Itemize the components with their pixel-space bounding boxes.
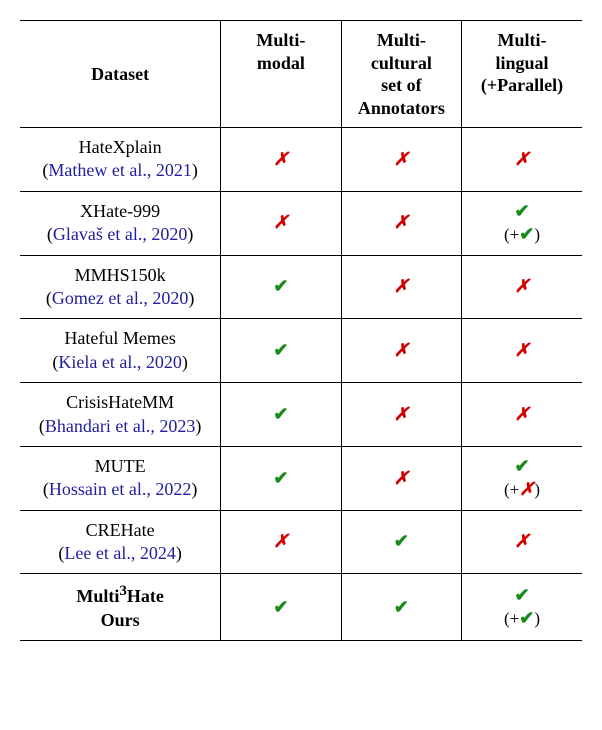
dataset-citation: Ours bbox=[26, 609, 214, 632]
multicultural-cell: ✗ bbox=[341, 446, 461, 510]
multilingual-cell: ✔(+✔) bbox=[462, 574, 582, 641]
check-icon: ✔ bbox=[519, 224, 534, 244]
header-multicultural: Multi-culturalset ofAnnotators bbox=[341, 21, 461, 128]
dataset-cell: XHate-999(Glavaš et al., 2020) bbox=[20, 191, 221, 255]
cross-icon: ✗ bbox=[394, 212, 409, 232]
multicultural-cell: ✗ bbox=[341, 383, 461, 447]
cross-icon: ✗ bbox=[273, 531, 288, 551]
multilingual-cell: ✗ bbox=[462, 510, 582, 574]
table-row: HateXplain(Mathew et al., 2021) ✗ ✗ ✗ bbox=[20, 128, 582, 192]
table-row: MUTE(Hossain et al., 2022)✔✗✔(+✗) bbox=[20, 446, 582, 510]
dataset-name: CrisisHateMM bbox=[26, 391, 214, 414]
dataset-citation: (Glavaš et al., 2020) bbox=[26, 223, 214, 246]
header-multilingual: Multi-lingual(+Parallel) bbox=[462, 21, 582, 128]
dataset-name: XHate-999 bbox=[26, 200, 214, 223]
dataset-name: Hateful Memes bbox=[26, 327, 214, 350]
check-icon: ✔ bbox=[514, 456, 529, 476]
dataset-name: HateXplain bbox=[26, 136, 214, 159]
dataset-citation: (Mathew et al., 2021) bbox=[26, 159, 214, 182]
header-dataset: Dataset bbox=[20, 21, 221, 128]
multicultural-cell: ✔ bbox=[341, 574, 461, 641]
cross-icon: ✗ bbox=[514, 531, 529, 551]
check-icon: ✔ bbox=[273, 276, 288, 296]
multilingual-cell: ✗ bbox=[462, 383, 582, 447]
check-icon: ✔ bbox=[394, 531, 409, 551]
dataset-cell: CREHate(Lee et al., 2024) bbox=[20, 510, 221, 574]
check-icon: ✔ bbox=[273, 597, 288, 617]
cross-icon: ✗ bbox=[394, 276, 409, 296]
multilingual-cell: ✗ bbox=[462, 255, 582, 319]
cross-icon: ✗ bbox=[273, 212, 288, 232]
cross-icon: ✗ bbox=[394, 149, 409, 169]
multimodal-cell: ✗ bbox=[221, 191, 341, 255]
multicultural-cell: ✗ bbox=[341, 319, 461, 383]
check-icon: ✔ bbox=[273, 468, 288, 488]
header-multimodal: Multi-modal bbox=[221, 21, 341, 128]
multimodal-cell: ✔ bbox=[221, 446, 341, 510]
table-row: XHate-999(Glavaš et al., 2020) ✗ ✗ ✔(+✔) bbox=[20, 191, 582, 255]
dataset-citation: (Gomez et al., 2020) bbox=[26, 287, 214, 310]
table-row: CREHate(Lee et al., 2024) ✗ ✔ ✗ bbox=[20, 510, 582, 574]
dataset-name: MUTE bbox=[26, 455, 214, 478]
table-row: MMHS150k(Gomez et al., 2020) ✔ ✗ ✗ bbox=[20, 255, 582, 319]
dataset-citation: (Lee et al., 2024) bbox=[26, 542, 214, 565]
dataset-cell: Hateful Memes(Kiela et al., 2020) bbox=[20, 319, 221, 383]
cross-icon: ✗ bbox=[273, 149, 288, 169]
comparison-table: Dataset Multi-modal Multi-culturalset of… bbox=[20, 20, 582, 641]
check-icon: ✔ bbox=[519, 608, 534, 628]
cross-icon: ✗ bbox=[514, 404, 529, 424]
table-body: HateXplain(Mathew et al., 2021)✗✗✗XHate-… bbox=[20, 128, 582, 641]
multimodal-cell: ✔ bbox=[221, 574, 341, 641]
table-row: Multi3HateOurs✔✔✔(+✔) bbox=[20, 574, 582, 641]
multicultural-cell: ✗ bbox=[341, 128, 461, 192]
cross-icon: ✗ bbox=[394, 404, 409, 424]
check-icon: ✔ bbox=[273, 404, 288, 424]
multilingual-cell: ✗ bbox=[462, 128, 582, 192]
table-row: Hateful Memes(Kiela et al., 2020) ✔ ✗ ✗ bbox=[20, 319, 582, 383]
multilingual-cell: ✔(+✔) bbox=[462, 191, 582, 255]
multicultural-cell: ✗ bbox=[341, 255, 461, 319]
dataset-name: MMHS150k bbox=[26, 264, 214, 287]
check-icon: ✔ bbox=[273, 340, 288, 360]
multimodal-cell: ✗ bbox=[221, 128, 341, 192]
check-icon: ✔ bbox=[514, 201, 529, 221]
table-row: CrisisHateMM(Bhandari et al., 2023) ✔ ✗ ✗ bbox=[20, 383, 582, 447]
check-icon: ✔ bbox=[394, 597, 409, 617]
multilingual-cell: ✗ bbox=[462, 319, 582, 383]
dataset-name: Multi3Hate bbox=[26, 582, 214, 608]
check-icon: ✔ bbox=[514, 585, 529, 605]
dataset-cell: CrisisHateMM(Bhandari et al., 2023) bbox=[20, 383, 221, 447]
parallel-indicator: (+✗) bbox=[468, 478, 576, 501]
multimodal-cell: ✔ bbox=[221, 255, 341, 319]
cross-icon: ✗ bbox=[394, 468, 409, 488]
cross-icon: ✗ bbox=[514, 149, 529, 169]
dataset-cell: MUTE(Hossain et al., 2022) bbox=[20, 446, 221, 510]
dataset-cell: HateXplain(Mathew et al., 2021) bbox=[20, 128, 221, 192]
parallel-indicator: (+✔) bbox=[468, 607, 576, 630]
cross-icon: ✗ bbox=[514, 276, 529, 296]
cross-icon: ✗ bbox=[514, 340, 529, 360]
dataset-citation: (Hossain et al., 2022) bbox=[26, 478, 214, 501]
multimodal-cell: ✔ bbox=[221, 383, 341, 447]
multimodal-cell: ✔ bbox=[221, 319, 341, 383]
multilingual-cell: ✔(+✗) bbox=[462, 446, 582, 510]
dataset-cell: Multi3HateOurs bbox=[20, 574, 221, 641]
cross-icon: ✗ bbox=[519, 479, 534, 499]
dataset-name: CREHate bbox=[26, 519, 214, 542]
multimodal-cell: ✗ bbox=[221, 510, 341, 574]
multicultural-cell: ✗ bbox=[341, 191, 461, 255]
multicultural-cell: ✔ bbox=[341, 510, 461, 574]
dataset-citation: (Kiela et al., 2020) bbox=[26, 351, 214, 374]
dataset-cell: MMHS150k(Gomez et al., 2020) bbox=[20, 255, 221, 319]
cross-icon: ✗ bbox=[394, 340, 409, 360]
dataset-citation: (Bhandari et al., 2023) bbox=[26, 415, 214, 438]
parallel-indicator: (+✔) bbox=[468, 223, 576, 246]
